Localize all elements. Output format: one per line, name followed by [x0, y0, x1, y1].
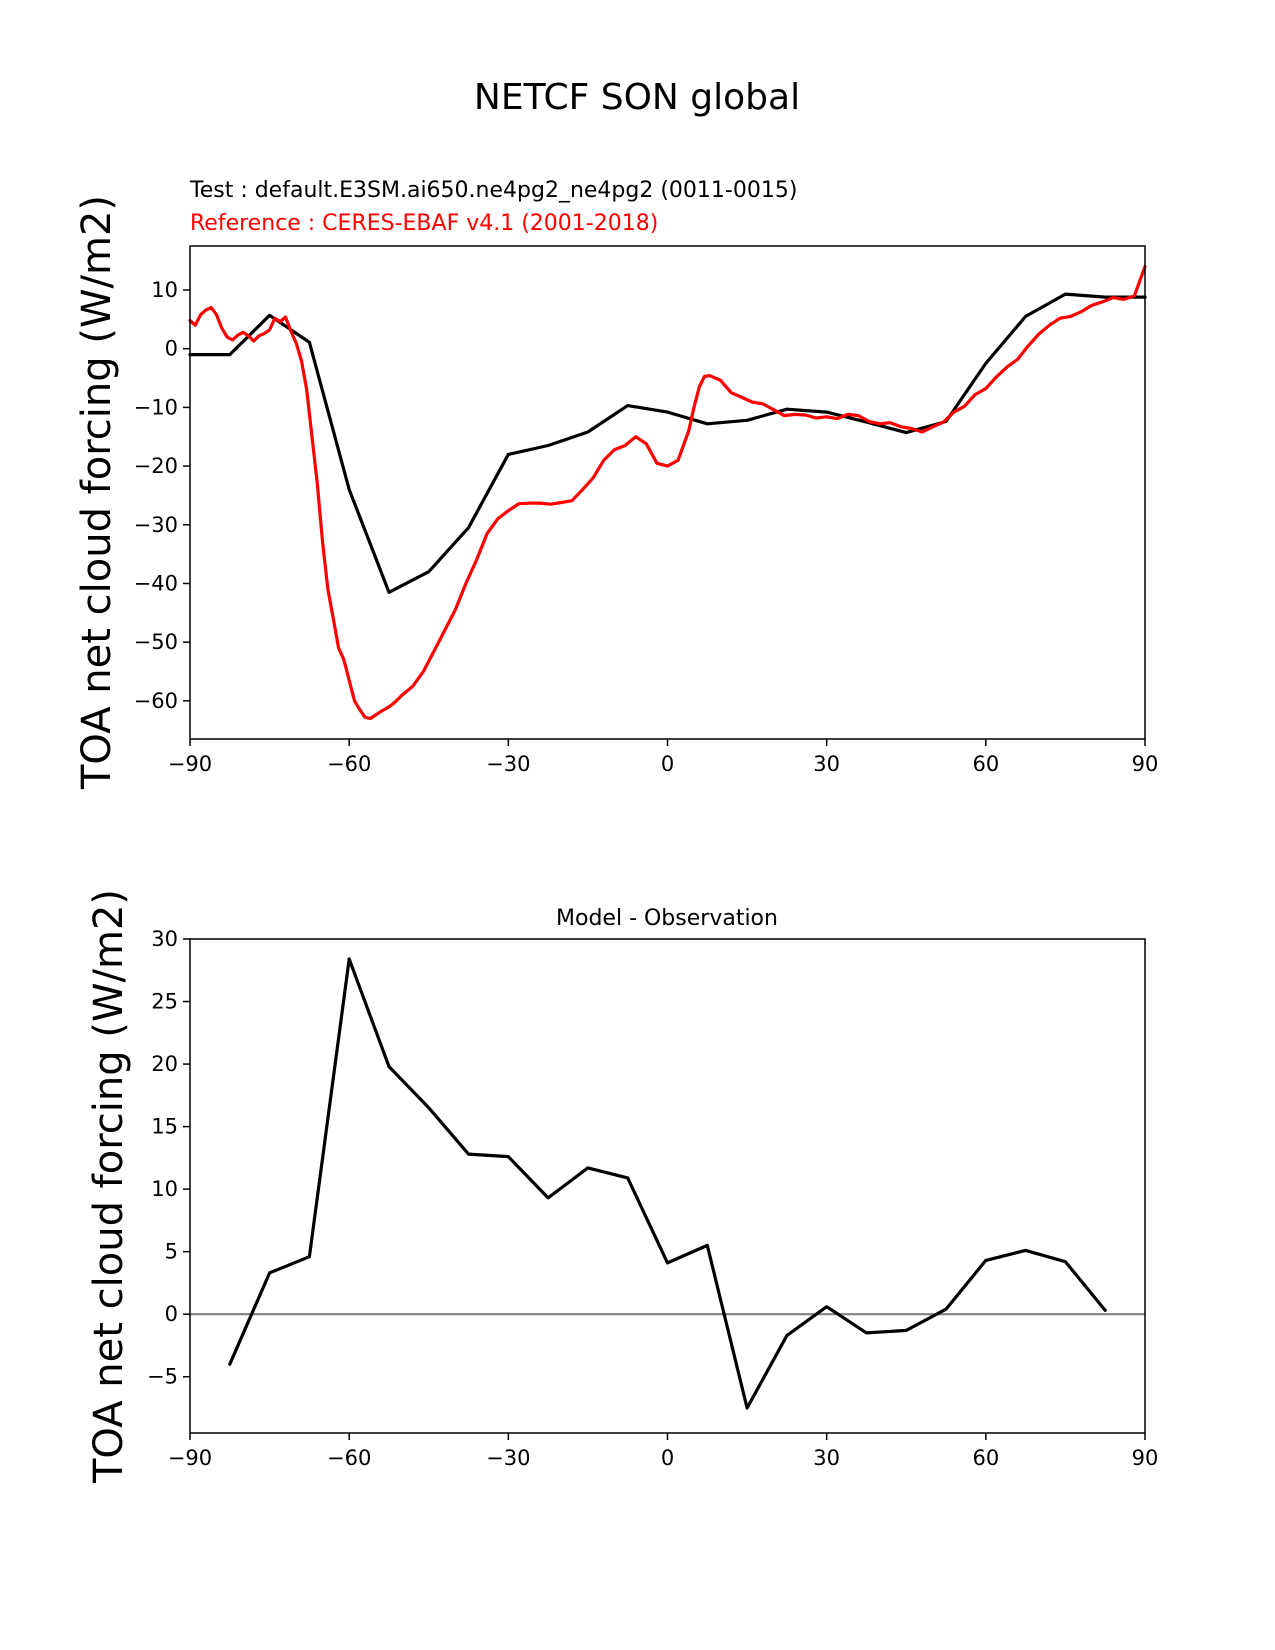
bottom-plot-x-tick-label: −30: [486, 1446, 530, 1470]
bottom-plot-x-tick-label: 0: [661, 1446, 674, 1470]
top-plot-y-tick-label: −30: [134, 513, 178, 537]
reference-label: Reference : CERES-EBAF v4.1 (2001-2018): [190, 211, 658, 236]
top-plot-x-tick-label: −90: [168, 752, 212, 776]
bottom-plot-x-tick-label: −60: [327, 1446, 371, 1470]
bottom-plot-y-tick-label: 25: [151, 990, 178, 1014]
bottom-plot: Model - Observation −90 −60 −30 0 30 60 90 30 2…: [86, 889, 1158, 1484]
top-plot-y-tick-label: −50: [134, 630, 178, 654]
bottom-plot-x-tick-label: 90: [1132, 1446, 1159, 1470]
top-plot-series-line-1: [188, 264, 1147, 721]
top-plot-y-tick-label: 10: [151, 278, 178, 302]
bottom-plot-y-axis: 30 25 20 15 10 5 0 −5: [147, 927, 190, 1389]
top-plot-series-line-0: [188, 292, 1147, 594]
bottom-plot-series-line-0: [228, 957, 1107, 1410]
test-label: Test : default.E3SM.ai650.ne4pg2_ne4pg2 …: [189, 178, 797, 203]
top-plot-y-tick-label: −60: [134, 689, 178, 713]
figure-title: NETCF SON global: [474, 77, 800, 118]
top-plot-x-tick-label: 0: [661, 752, 674, 776]
bottom-plot-x-tick-label: −90: [168, 1446, 212, 1470]
top-plot-y-tick-label: −40: [134, 571, 178, 595]
top-plot-x-tick-label: −30: [486, 752, 530, 776]
bottom-plot-x-tick-label: 30: [813, 1446, 840, 1470]
top-plot-y-tick-label: −10: [134, 395, 178, 419]
top-plot-x-tick-label: 90: [1132, 752, 1159, 776]
bottom-plot-y-tick-label: 5: [165, 1240, 178, 1264]
bottom-plot-y-tick-label: 0: [165, 1302, 178, 1326]
bottom-plot-y-tick-label: −5: [147, 1365, 178, 1389]
bottom-plot-marks: [190, 957, 1145, 1410]
bottom-plot-x-tick-label: 60: [972, 1446, 999, 1470]
top-plot-frame: [189, 245, 1146, 740]
top-plot-y-tick-label: 0: [165, 337, 178, 361]
bottom-plot-frame: [189, 938, 1146, 1434]
top-plot-x-axis: −90 −60 −30 0 30 60 90: [168, 739, 1159, 776]
top-plot-x-tick-label: −60: [327, 752, 371, 776]
top-plot-marks: [188, 264, 1147, 721]
top-plot: Test : default.E3SM.ai650.ne4pg2_ne4pg2 …: [74, 178, 1158, 790]
bottom-plot-ylabel: TOA net cloud forcing (W/m2): [86, 889, 132, 1484]
top-plot-x-tick-label: 60: [972, 752, 999, 776]
top-plot-y-tick-label: −20: [134, 454, 178, 478]
bottom-plot-y-tick-label: 15: [151, 1115, 178, 1139]
bottom-plot-y-tick-label: 10: [151, 1177, 178, 1201]
bottom-plot-x-axis: −90 −60 −30 0 30 60 90: [168, 1433, 1159, 1470]
top-plot-x-tick-label: 30: [813, 752, 840, 776]
bottom-plot-title: Model - Observation: [556, 906, 778, 931]
bottom-plot-y-tick-label: 20: [151, 1052, 178, 1076]
bottom-plot-y-tick-label: 30: [151, 927, 178, 951]
top-plot-ylabel: TOA net cloud forcing (W/m2): [74, 195, 120, 790]
top-plot-y-axis: 10 0 −10 −20 −30 −40 −50 −60: [134, 278, 190, 713]
